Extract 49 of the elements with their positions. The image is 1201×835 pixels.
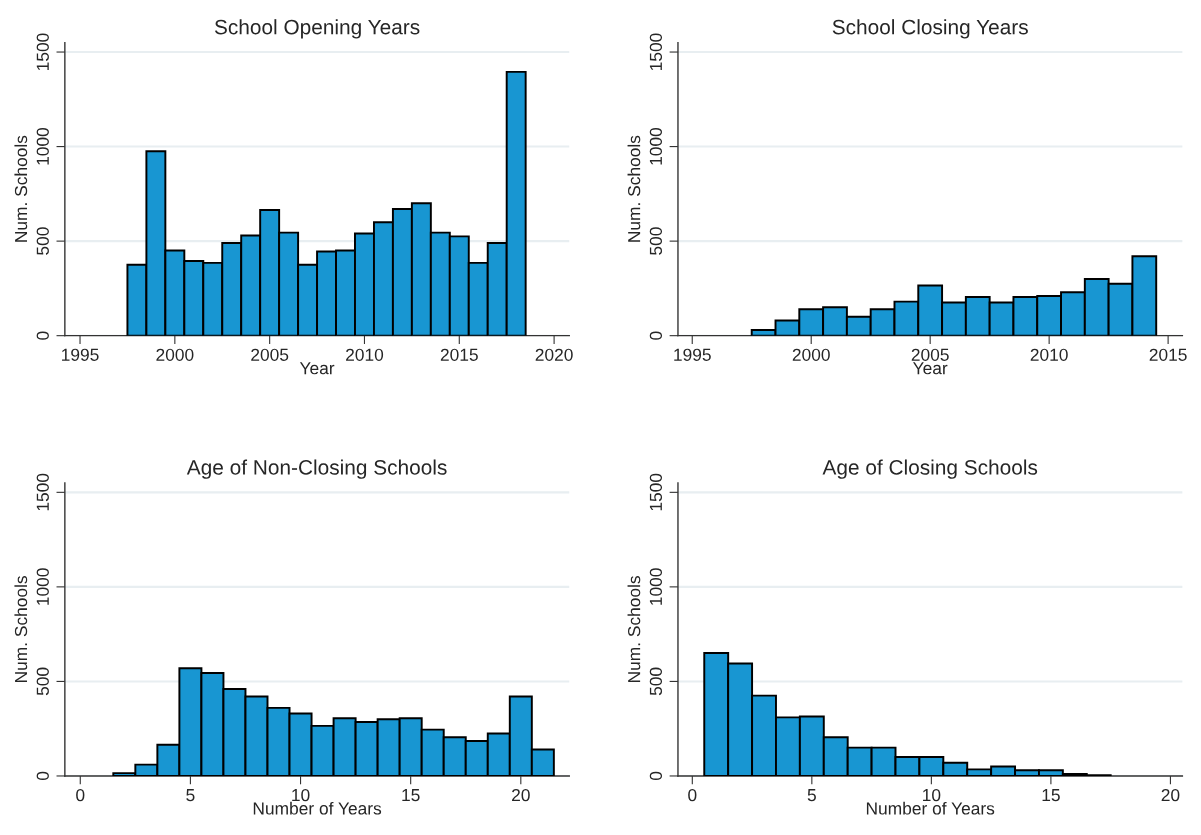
y-tick-label: 0: [36, 771, 49, 781]
chart-title: School Opening Years: [214, 19, 420, 39]
x-tick-label: 2010: [346, 348, 384, 361]
y-tick-label: 1500: [36, 473, 49, 511]
x-tick-label: 0: [688, 788, 697, 802]
x-tick-label: 10: [923, 788, 941, 802]
x-tick-label: 2010: [1030, 348, 1068, 361]
y-tick-label: 0: [36, 331, 49, 340]
x-tick-label: 1995: [674, 348, 711, 361]
x-tick-label: 5: [807, 789, 816, 802]
x-axis-title: Number of Years: [866, 801, 995, 815]
x-tick-label: 20: [1161, 788, 1180, 802]
x-tick-label: 2015: [440, 348, 478, 361]
y-tick-label: 500: [36, 667, 49, 696]
x-tick-label: 1995: [62, 348, 99, 361]
x-tick-label: 2000: [792, 348, 830, 361]
x-tick-label: 2015: [1149, 348, 1187, 361]
x-tick-label: 0: [76, 788, 85, 802]
x-tick-label: 15: [1042, 789, 1060, 802]
y-tick-label: 1000: [36, 568, 49, 605]
y-tick-label: 1500: [36, 33, 49, 71]
x-axis-title: Year: [299, 362, 335, 375]
chart-title: School Closing Years: [832, 19, 1028, 39]
x-tick-label: 10: [292, 788, 310, 802]
y-tick-label: 1500: [649, 473, 663, 511]
y-tick-label: 0: [649, 771, 663, 781]
y-tick-label: 500: [36, 227, 49, 255]
x-tick-label: 2005: [251, 348, 289, 361]
y-tick-label: 1500: [649, 33, 663, 71]
y-tick-label: 1000: [36, 127, 49, 165]
chart-title: Age of Non-Closing Schools: [186, 459, 447, 479]
y-axis-title: Num. Schools: [627, 135, 641, 242]
y-tick-label: 500: [649, 667, 663, 696]
y-tick-label: 1000: [649, 568, 663, 605]
y-axis-title: Num. Schools: [14, 576, 28, 683]
x-tick-label: 5: [186, 789, 195, 802]
x-axis-title: Number of Years: [253, 801, 382, 815]
x-tick-label: 15: [402, 789, 420, 802]
y-tick-label: 1000: [649, 127, 663, 165]
chart-title: Age of Closing Schools: [822, 459, 1038, 479]
y-tick-label: 500: [649, 227, 663, 255]
y-axis-title: Num. Schools: [627, 576, 641, 683]
y-axis-title: Num. Schools: [14, 135, 28, 242]
x-tick-label: 2000: [156, 348, 194, 361]
x-tick-label: 2005: [911, 348, 949, 361]
x-tick-label: 20: [512, 788, 530, 802]
x-tick-label: 2020: [535, 348, 573, 361]
y-tick-label: 0: [649, 331, 663, 340]
x-axis-title: Year: [913, 362, 948, 375]
